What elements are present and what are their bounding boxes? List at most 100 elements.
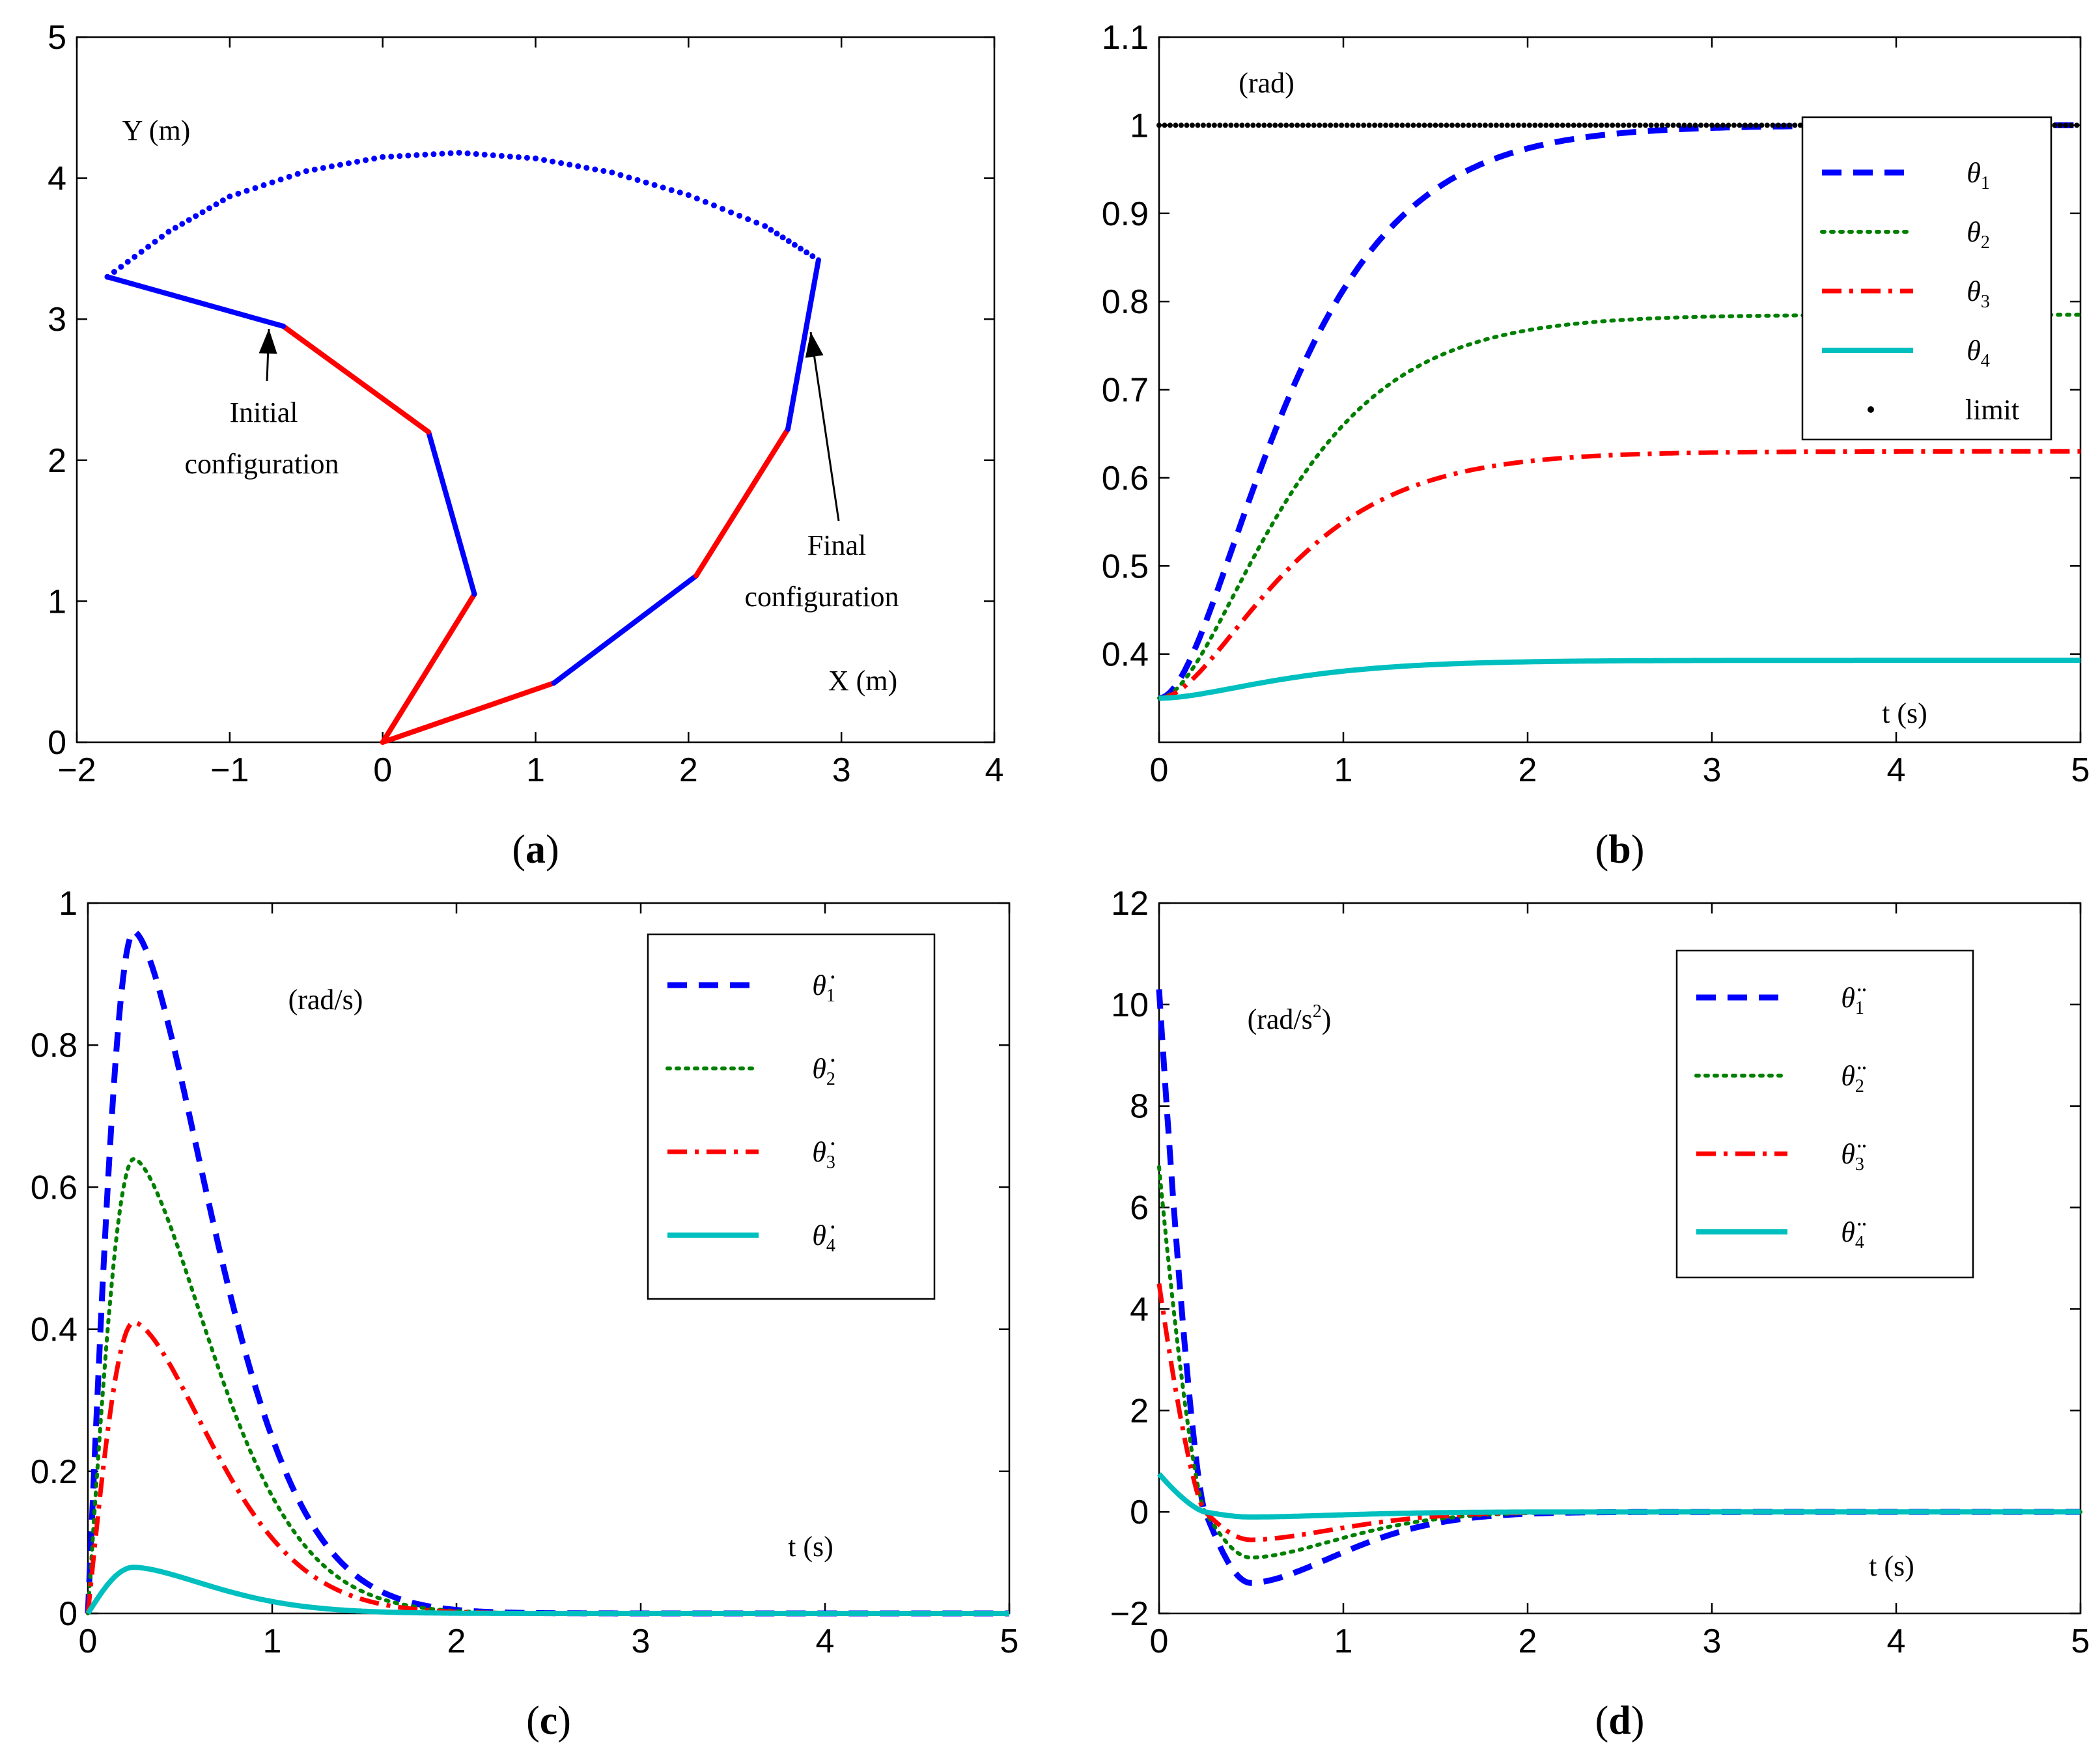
limit-dot	[1233, 122, 1239, 128]
path-point	[567, 161, 573, 168]
y-tick-label: −2	[1110, 1595, 1149, 1633]
limit-dot	[2063, 122, 2069, 128]
limit-dot	[1770, 122, 1776, 128]
legend-label: limit	[1965, 394, 2019, 426]
limit-dot	[1604, 122, 1610, 128]
path-point	[609, 169, 615, 176]
path-point	[337, 161, 343, 168]
path-point	[244, 188, 250, 194]
panel-caption: (c)	[526, 1699, 571, 1743]
limit-dot	[1222, 122, 1228, 128]
limit-dot	[1200, 122, 1206, 128]
path-point	[736, 212, 743, 219]
x-tick-label: 2	[1519, 751, 1537, 789]
chart-a: −2 −1 0 1 2 3 4 0 1 2 3 4 5 (a) Y (m) X (m) Initial confi…	[48, 19, 1003, 872]
y-tick-label: 6	[1130, 1190, 1149, 1227]
path-point	[753, 219, 760, 226]
x-tick-label: 1	[1334, 1623, 1353, 1660]
arm-link	[380, 680, 557, 745]
path-point	[447, 150, 454, 156]
limit-dot	[1156, 122, 1162, 128]
path-point	[388, 153, 395, 160]
limit-dot	[1731, 122, 1737, 128]
path-point	[798, 245, 804, 252]
arm-link	[426, 429, 477, 597]
path-point	[252, 185, 259, 191]
limit-dot	[1206, 122, 1212, 128]
limit-dot	[1703, 122, 1709, 128]
chart-b: 0 1 2 3 4 5 0.4 0.5 0.6 0.7 0.8 0.9 1 1.1 (b) (rad) t (s…	[1102, 19, 2090, 872]
limit-dot	[1659, 122, 1665, 128]
y-tick-label: 0.9	[1102, 195, 1149, 233]
path-point	[728, 209, 735, 216]
limit-dot	[1621, 122, 1627, 128]
path-point	[643, 179, 649, 186]
legend-label: θ̈1	[1841, 982, 1866, 1018]
limit-dot	[1383, 122, 1389, 128]
limit-dot	[1295, 122, 1300, 128]
limit-dot	[1670, 122, 1676, 128]
limit-dot	[1720, 122, 1726, 128]
limit-dot	[1344, 122, 1350, 128]
limit-dot	[1427, 122, 1433, 128]
path-point	[617, 172, 624, 178]
series-line-2	[1157, 313, 2082, 701]
limit-dot	[1433, 122, 1438, 128]
y-tick-label: 0.2	[31, 1453, 77, 1491]
limit-dot	[1554, 122, 1560, 128]
series-line-4	[1156, 1472, 2082, 1520]
limit-dot	[1698, 122, 1704, 128]
path-point	[710, 202, 717, 208]
x-tick-label: 0	[1150, 1623, 1169, 1660]
y-axis-label: (rad)	[1239, 67, 1295, 99]
path-point	[158, 234, 165, 240]
path-point	[768, 227, 774, 233]
limit-dot	[1366, 122, 1372, 128]
limit-dot	[1217, 122, 1223, 128]
limit-dot	[1615, 122, 1621, 128]
limit-dot	[1548, 122, 1554, 128]
limit-dot	[1477, 122, 1483, 128]
path-point	[380, 154, 386, 160]
legend-label: θ2	[1967, 216, 1990, 253]
path-point	[634, 176, 641, 183]
path-point	[804, 249, 810, 256]
path-point	[405, 152, 412, 159]
y-tick-label: 12	[1111, 885, 1149, 923]
y-tick-label: 0.6	[1102, 460, 1149, 497]
legend-label: θ3	[1967, 275, 1990, 312]
limit-dot	[1742, 122, 1748, 128]
path-point	[464, 150, 471, 157]
legend-label: θ̇4	[812, 1219, 835, 1256]
path-point	[132, 253, 138, 260]
path-point	[660, 184, 666, 191]
limit-dot	[1676, 122, 1682, 128]
limit-dot	[1449, 122, 1455, 128]
x-tick-label: 4	[816, 1623, 835, 1660]
annotation-arrowhead	[805, 332, 824, 358]
path-point	[413, 152, 420, 158]
path-point	[277, 176, 284, 183]
limit-dot	[1775, 122, 1781, 128]
path-point	[260, 182, 267, 188]
limit-dot	[1532, 122, 1538, 128]
arm-link	[693, 426, 791, 579]
limit-dot	[1410, 122, 1416, 128]
path-point	[152, 238, 158, 245]
limit-dot	[1255, 122, 1261, 128]
limit-dot	[1388, 122, 1394, 128]
limit-dot	[1184, 122, 1190, 128]
path-point	[693, 195, 700, 202]
limit-dot	[1632, 122, 1638, 128]
annotation-arrow	[809, 331, 840, 522]
limit-dot	[1715, 122, 1720, 128]
limit-dot	[1350, 122, 1356, 128]
path-point	[354, 158, 361, 165]
limit-dot	[2057, 122, 2063, 128]
x-tick-label: 0	[79, 1623, 98, 1660]
path-point	[124, 258, 131, 265]
legend: θ1 θ2 θ3 θ4 limit	[1801, 116, 2052, 441]
path-point	[668, 187, 675, 193]
limit-dot	[1239, 122, 1245, 128]
path-point	[785, 238, 792, 244]
